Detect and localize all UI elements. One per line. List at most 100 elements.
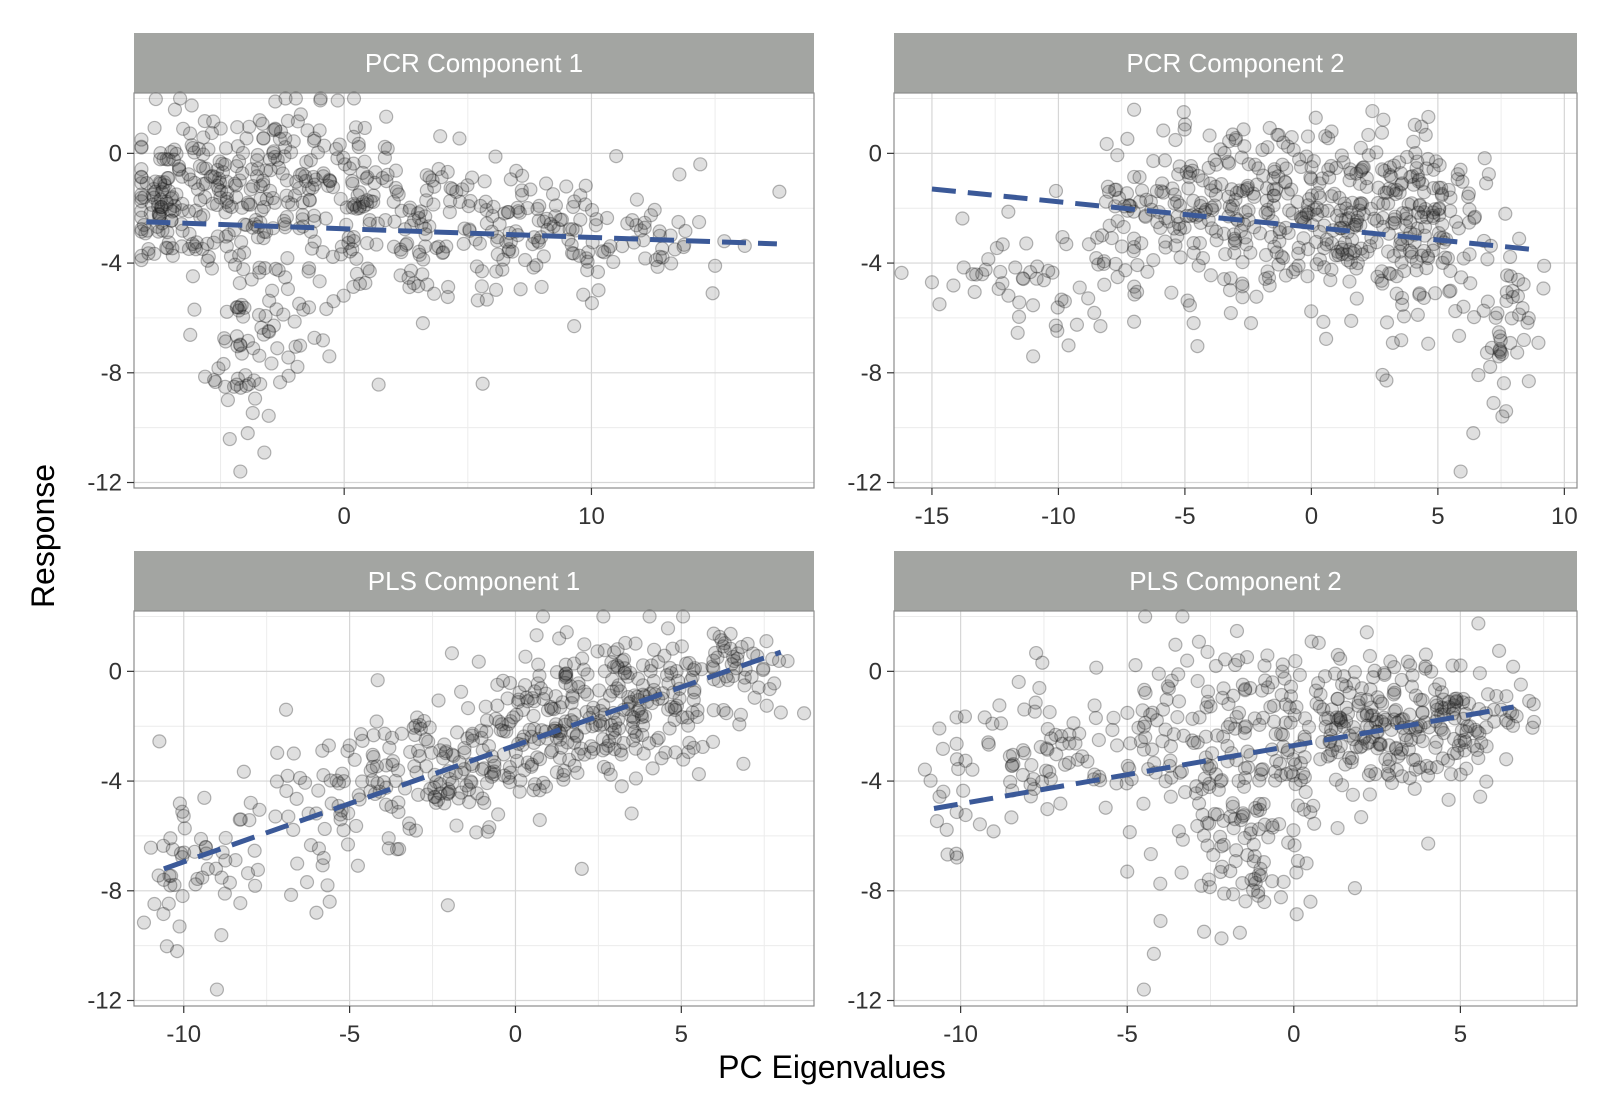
data-point: [1500, 268, 1515, 283]
data-point: [159, 152, 174, 167]
data-point: [196, 176, 211, 192]
data-point: [1395, 206, 1410, 221]
data-point: [377, 139, 392, 154]
data-point: [652, 249, 667, 264]
data-point: [1418, 647, 1434, 662]
data-point: [526, 260, 541, 275]
data-point: [187, 145, 202, 160]
data-point: [606, 659, 622, 674]
x-axis-title: PC Eigenvalues: [718, 1049, 946, 1085]
data-point: [1110, 148, 1125, 163]
data-point: [315, 743, 330, 758]
data-point: [568, 223, 584, 238]
data-point: [1511, 307, 1527, 322]
data-point: [664, 256, 679, 271]
data-point: [255, 173, 271, 188]
data-point: [771, 653, 787, 668]
data-point: [1419, 758, 1434, 774]
data-point: [1185, 711, 1200, 726]
data-point: [1332, 190, 1347, 205]
data-point: [613, 684, 628, 699]
data-point: [223, 249, 239, 264]
data-point: [1120, 705, 1135, 720]
data-point: [187, 175, 202, 191]
panel-background: [134, 93, 814, 488]
y-tick-label: -8: [861, 360, 882, 387]
data-point: [1329, 208, 1345, 223]
data-point: [562, 752, 577, 767]
data-point: [1256, 168, 1271, 183]
data-point: [575, 651, 590, 666]
data-point: [1334, 240, 1349, 255]
data-point: [956, 783, 971, 798]
data-point: [277, 149, 292, 164]
data-point: [1384, 169, 1399, 184]
data-point: [617, 666, 632, 681]
data-point: [363, 194, 378, 209]
data-point: [316, 166, 331, 181]
data-point: [538, 779, 554, 794]
data-point: [1194, 195, 1209, 210]
data-point: [352, 200, 367, 216]
data-point: [580, 263, 595, 278]
data-point: [1389, 182, 1404, 198]
data-point: [595, 743, 610, 758]
data-point: [1421, 109, 1436, 125]
data-point: [303, 153, 318, 168]
data-point: [1339, 201, 1354, 216]
data-point: [356, 199, 371, 214]
data-point: [247, 878, 263, 893]
data-point: [1002, 749, 1018, 764]
data-point: [252, 265, 267, 280]
data-point: [1237, 139, 1252, 154]
data-point: [166, 152, 181, 167]
data-point: [1515, 301, 1530, 316]
data-point: [1369, 145, 1384, 160]
data-point: [431, 693, 446, 708]
data-point: [268, 121, 283, 136]
data-point: [279, 173, 295, 188]
data-point: [195, 870, 210, 885]
data-point: [981, 735, 996, 750]
data-point: [213, 190, 228, 205]
data-point: [1463, 276, 1478, 291]
data-point: [411, 244, 426, 259]
data-point: [1238, 894, 1253, 909]
data-point: [1440, 251, 1456, 266]
data-point: [238, 368, 253, 383]
data-point: [694, 662, 709, 677]
data-point: [233, 896, 248, 911]
data-point: [251, 307, 267, 323]
data-point: [1409, 263, 1424, 278]
data-point: [1382, 168, 1398, 183]
data-point: [1200, 684, 1216, 699]
data-point: [564, 695, 579, 711]
data-point: [1227, 245, 1242, 260]
data-point: [1451, 328, 1467, 343]
data-point: [359, 193, 375, 208]
data-point: [292, 181, 307, 196]
data-point: [1354, 196, 1370, 211]
data-point: [1273, 890, 1289, 905]
data-point: [554, 212, 569, 227]
data-point: [1136, 982, 1151, 997]
data-point: [1453, 658, 1468, 673]
data-point: [1109, 738, 1125, 753]
data-point: [136, 915, 152, 930]
data-point: [1249, 289, 1264, 304]
data-point: [932, 297, 947, 312]
data-point: [290, 114, 305, 129]
data-point: [1288, 653, 1303, 669]
data-point: [197, 190, 213, 205]
x-tick-label: -10: [943, 1021, 978, 1048]
data-point: [595, 717, 611, 732]
data-point: [262, 293, 277, 308]
data-point: [651, 654, 666, 670]
data-point: [1270, 127, 1285, 143]
data-point: [569, 728, 584, 743]
data-point: [1114, 239, 1130, 254]
data-point: [366, 194, 381, 210]
data-point: [1496, 376, 1512, 391]
data-point: [258, 163, 274, 178]
data-point: [1234, 150, 1249, 165]
